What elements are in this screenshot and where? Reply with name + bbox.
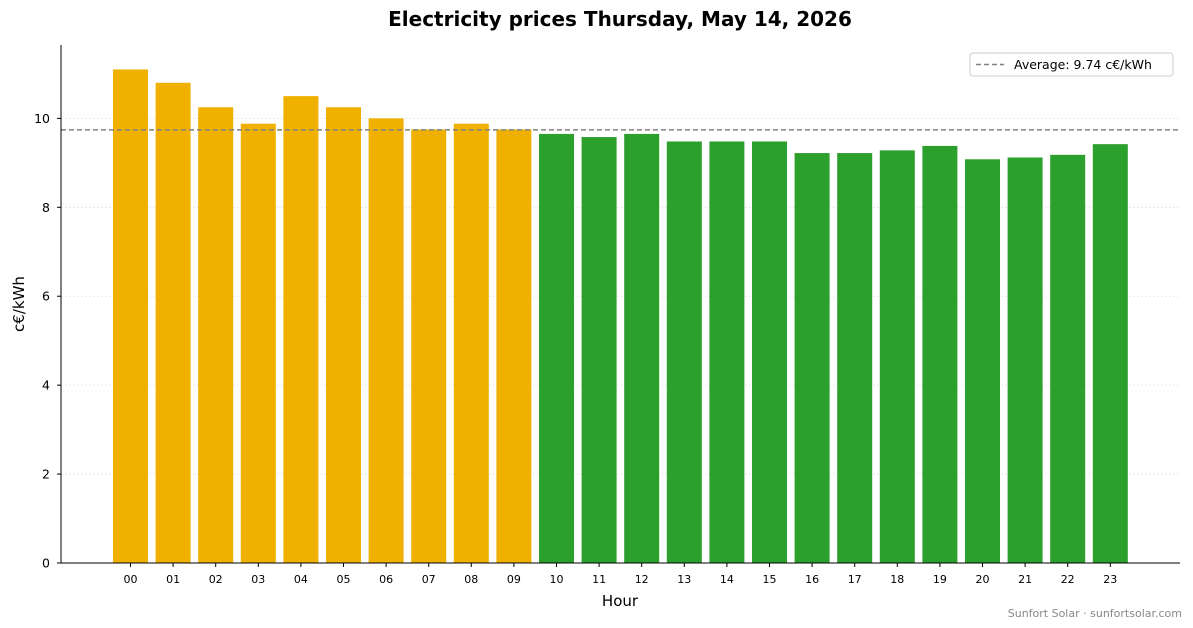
bar-16: [794, 153, 830, 563]
bar-19: [922, 145, 958, 563]
x-tick-label-20: 20: [976, 573, 990, 586]
bar-20: [965, 159, 1000, 563]
bar-14: [709, 141, 745, 563]
x-tick-label-01: 01: [166, 573, 180, 586]
bar-18: [879, 150, 915, 563]
x-tick-label-16: 16: [805, 573, 819, 586]
x-tick-label-18: 18: [890, 573, 904, 586]
bar-10: [539, 133, 574, 563]
bar-03: [240, 123, 276, 563]
y-ticks: 0 2 4 6 8 10: [34, 111, 61, 571]
x-tick-label-17: 17: [848, 573, 862, 586]
y-tick-label-10: 10: [34, 111, 50, 126]
bar-12: [624, 133, 660, 563]
x-ticks: 00 01 02 03 04 05 06 07 08 09 10 11 12 13 14 15 16 17 18 19…: [124, 563, 1117, 586]
bar-04: [283, 96, 319, 563]
bar-00: [113, 69, 148, 564]
x-tick-label-15: 15: [763, 573, 777, 586]
x-tick-label-08: 08: [464, 573, 478, 586]
x-axis-label: Hour: [602, 592, 639, 610]
x-tick-label-10: 10: [550, 573, 564, 586]
bar-01: [155, 82, 191, 563]
footer-credit: Sunfort Solar · sunfortsolar.com: [1008, 607, 1182, 620]
bar-21: [1007, 157, 1043, 563]
x-tick-label-04: 04: [294, 573, 308, 586]
bar-17: [837, 153, 873, 563]
chart-title: Electricity prices Thursday, May 14, 202…: [388, 7, 852, 31]
bar-15: [752, 141, 787, 563]
bar-08: [453, 123, 489, 563]
y-tick-label-0: 0: [42, 556, 50, 571]
y-tick-label-4: 4: [42, 378, 50, 393]
y-tick-label-2: 2: [42, 467, 50, 482]
x-tick-label-21: 21: [1018, 573, 1032, 586]
x-tick-label-11: 11: [592, 573, 606, 586]
bars: [113, 69, 1128, 564]
bar-05: [326, 107, 361, 563]
x-tick-label-09: 09: [507, 573, 521, 586]
x-tick-label-02: 02: [209, 573, 223, 586]
x-tick-label-14: 14: [720, 573, 734, 586]
bar-23: [1092, 144, 1128, 564]
y-axis-label: c€/kWh: [10, 276, 28, 332]
x-tick-label-07: 07: [422, 573, 436, 586]
bar-13: [666, 141, 702, 563]
x-tick-label-22: 22: [1061, 573, 1075, 586]
bar-11: [581, 137, 617, 563]
bar-02: [198, 107, 234, 563]
legend: Average: 9.74 c€/kWh: [969, 52, 1174, 77]
y-tick-label-8: 8: [42, 200, 50, 215]
x-tick-label-13: 13: [677, 573, 691, 586]
legend-label: Average: 9.74 c€/kWh: [1014, 57, 1152, 72]
bar-07: [411, 129, 447, 563]
x-tick-label-12: 12: [635, 573, 649, 586]
axes: [60, 45, 1180, 564]
x-tick-label-19: 19: [933, 573, 947, 586]
bar-06: [368, 118, 404, 563]
y-tick-label-6: 6: [42, 289, 50, 304]
legend-box: [969, 52, 1174, 77]
bar-22: [1050, 154, 1086, 563]
x-tick-label-00: 00: [124, 573, 138, 586]
x-tick-label-23: 23: [1103, 573, 1117, 586]
bar-09: [496, 129, 532, 563]
x-tick-label-05: 05: [337, 573, 351, 586]
x-tick-label-03: 03: [251, 573, 265, 586]
x-tick-label-06: 06: [379, 573, 393, 586]
